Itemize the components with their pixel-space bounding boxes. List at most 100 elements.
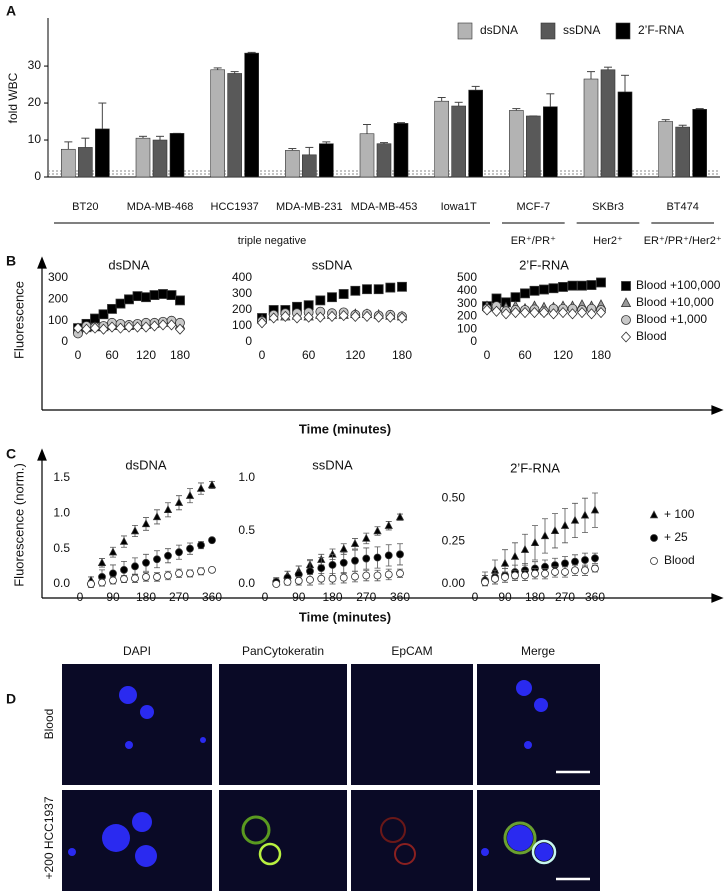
legend-label: ssDNA bbox=[563, 23, 600, 37]
x-tick-label: 0 bbox=[472, 590, 479, 604]
x-tick-label: 270 bbox=[356, 590, 376, 604]
marker bbox=[174, 323, 186, 335]
nucleus bbox=[140, 705, 154, 719]
bar bbox=[692, 109, 707, 178]
marker bbox=[395, 512, 405, 521]
y-tick-label: 300 bbox=[457, 296, 477, 310]
panel-label: C bbox=[6, 446, 16, 462]
error-bar bbox=[437, 97, 446, 102]
bar bbox=[61, 148, 76, 178]
marker bbox=[306, 567, 314, 576]
marker bbox=[373, 553, 382, 562]
marker bbox=[350, 285, 361, 296]
group-label: ER⁺/PR⁺ bbox=[511, 235, 556, 247]
legend-label: + 25 bbox=[664, 530, 688, 544]
marker bbox=[338, 310, 349, 322]
chart-title: dsDNA bbox=[125, 457, 167, 472]
marker bbox=[339, 544, 348, 553]
marker bbox=[571, 566, 579, 575]
x-tick-label: BT20 bbox=[72, 201, 98, 213]
legend-label: + 100 bbox=[664, 507, 695, 521]
arrow-head bbox=[711, 593, 724, 603]
x-tick-label: MDA-MB-453 bbox=[351, 201, 418, 213]
cytokeratin-stain bbox=[241, 815, 271, 845]
marker bbox=[571, 557, 579, 566]
y-tick-label: 200 bbox=[232, 302, 252, 316]
error-bar bbox=[213, 67, 222, 70]
x-tick-label: 60 bbox=[105, 348, 119, 362]
group-label: triple negative bbox=[238, 235, 307, 247]
marker bbox=[98, 578, 106, 587]
cytokeratin-stain bbox=[258, 842, 282, 866]
group-label: ER⁺/PR⁺/Her2⁺ bbox=[644, 235, 722, 247]
nucleus bbox=[534, 698, 548, 712]
marker bbox=[510, 307, 521, 319]
y-tick-label: 400 bbox=[232, 270, 252, 284]
bar bbox=[509, 110, 524, 178]
error-bar bbox=[546, 93, 555, 107]
y-tick-label: 0 bbox=[245, 334, 252, 348]
marker bbox=[108, 547, 118, 556]
marker bbox=[208, 536, 216, 545]
bar bbox=[543, 106, 558, 178]
bar bbox=[359, 133, 375, 178]
y-axis-label: Fluorescence bbox=[11, 281, 26, 359]
bar bbox=[583, 78, 599, 178]
row-label: Blood bbox=[42, 709, 56, 740]
marker bbox=[115, 322, 126, 334]
nucleus bbox=[200, 737, 206, 743]
legend-label: Blood +100,000 bbox=[636, 278, 721, 292]
nucleus bbox=[135, 845, 157, 867]
nucleus bbox=[507, 825, 533, 851]
nucleus bbox=[535, 843, 553, 861]
marker bbox=[557, 307, 569, 319]
marker bbox=[481, 578, 489, 587]
marker bbox=[174, 498, 184, 506]
marker bbox=[317, 564, 326, 572]
marker bbox=[315, 295, 326, 306]
chart-title: ssDNA bbox=[312, 457, 353, 472]
merge-stain bbox=[503, 821, 537, 855]
panel-label: A bbox=[6, 3, 16, 19]
bar bbox=[152, 139, 168, 178]
marker bbox=[501, 573, 509, 582]
x-tick-label: 180 bbox=[322, 590, 342, 604]
image-tile bbox=[62, 790, 212, 891]
x-tick-label: 90 bbox=[498, 590, 512, 604]
image-tile bbox=[477, 790, 600, 891]
marker bbox=[132, 291, 143, 302]
bar bbox=[169, 133, 185, 178]
marker bbox=[109, 576, 117, 585]
y-tick-label: 0 bbox=[470, 334, 477, 348]
marker bbox=[175, 569, 183, 578]
marker bbox=[106, 321, 118, 333]
stains bbox=[241, 815, 557, 866]
column-label: PanCytokeratin bbox=[242, 644, 324, 658]
marker bbox=[175, 548, 183, 557]
legend-marker bbox=[649, 510, 659, 519]
marker bbox=[306, 575, 314, 584]
frame-axes bbox=[37, 256, 724, 603]
y-tick-label: 1.5 bbox=[53, 470, 70, 484]
marker bbox=[397, 281, 407, 292]
x-tick-label: 0 bbox=[77, 590, 84, 604]
x-tick-label: 120 bbox=[345, 348, 365, 362]
marker bbox=[153, 555, 161, 564]
error-bar bbox=[81, 137, 90, 148]
legend-swatch bbox=[540, 22, 556, 40]
marker bbox=[548, 283, 559, 294]
epcam-stain bbox=[380, 817, 406, 843]
marker bbox=[580, 510, 590, 519]
marker bbox=[328, 561, 337, 569]
marker bbox=[510, 292, 521, 303]
marker bbox=[586, 280, 597, 290]
bar bbox=[319, 143, 334, 178]
y-tick-label: 0.00 bbox=[442, 576, 466, 590]
marker bbox=[153, 573, 161, 581]
nucleus bbox=[516, 680, 532, 696]
y-tick-label: 300 bbox=[232, 286, 252, 300]
x-tick-label: MDA-MB-468 bbox=[127, 201, 194, 213]
marker bbox=[540, 531, 550, 540]
marker bbox=[500, 308, 512, 320]
arrow-head bbox=[37, 256, 47, 269]
